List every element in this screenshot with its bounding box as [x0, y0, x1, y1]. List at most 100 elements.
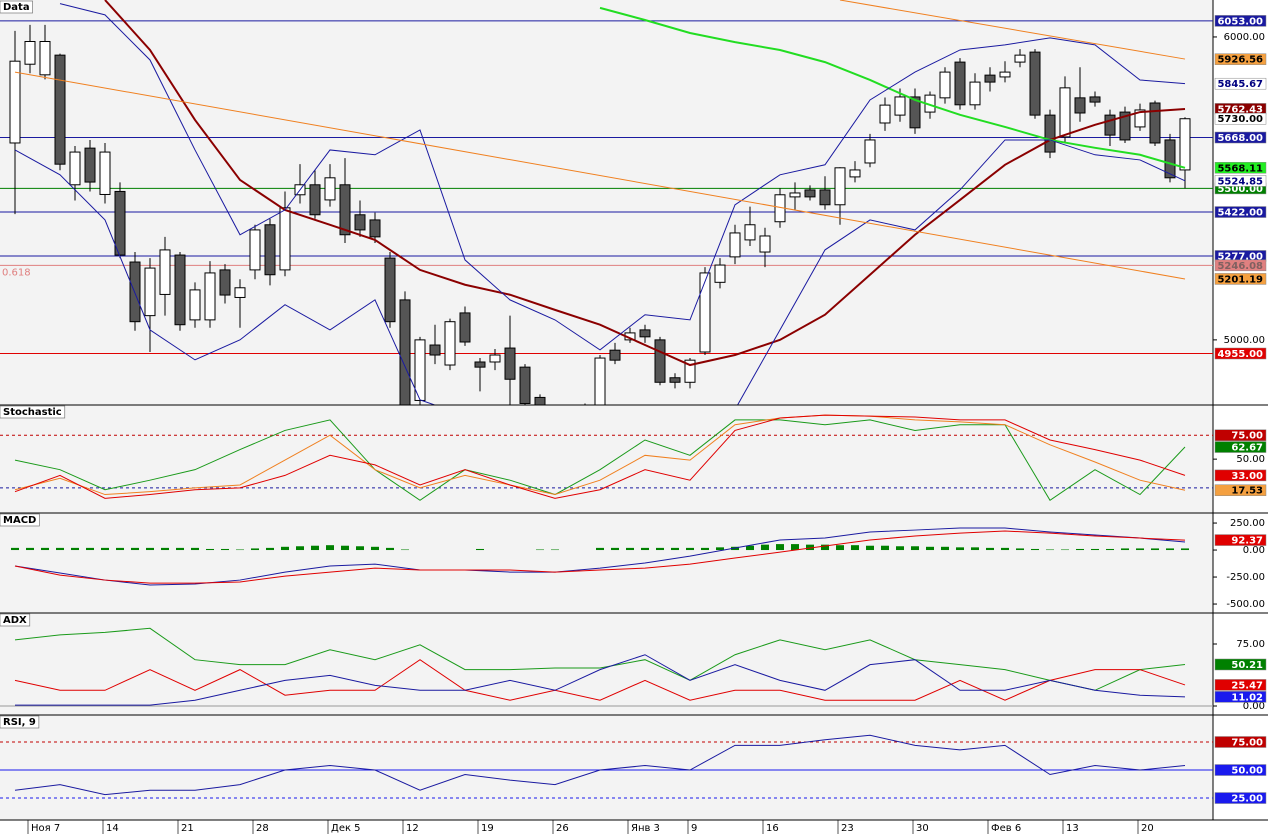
- candle-body: [189, 289, 201, 321]
- price-tag-label: 5422.00: [1217, 208, 1263, 219]
- candle-body: [1089, 96, 1101, 103]
- price-tag: [1214, 131, 1267, 144]
- candle-body: [504, 347, 516, 380]
- histogram-bar: [266, 547, 274, 551]
- panel-title: Stochastic: [3, 407, 62, 418]
- x-tick-label: 20: [1141, 823, 1154, 834]
- price-tag: [1214, 162, 1267, 174]
- candle-body: [909, 96, 921, 129]
- candle-body: [684, 359, 696, 383]
- candle-body: [114, 190, 126, 256]
- price-tag: [1214, 206, 1267, 218]
- candle-body: [1059, 87, 1071, 138]
- panel: [0, 414, 1213, 501]
- histogram-bar: [821, 544, 829, 551]
- price-tag: [1214, 691, 1267, 703]
- candle-body: [399, 299, 411, 405]
- candle-body: [39, 40, 51, 76]
- histogram-bar: [1076, 548, 1084, 551]
- histogram-bar: [656, 547, 664, 551]
- price-tag: [1214, 764, 1267, 776]
- histogram-bar: [56, 547, 64, 551]
- price-tag-label: 25.47: [1231, 680, 1263, 691]
- histogram-bar: [371, 546, 379, 551]
- price-tag: [1214, 792, 1267, 804]
- candle-body: [129, 261, 141, 323]
- histogram-bar: [716, 547, 724, 551]
- histogram-bar: [941, 546, 949, 551]
- candle-body: [219, 269, 231, 296]
- panel-title: Data: [3, 2, 30, 13]
- candle-body: [174, 254, 186, 326]
- price-tag-label: 25.00: [1231, 794, 1263, 805]
- candle-body: [819, 189, 831, 206]
- histogram-bar: [671, 547, 679, 551]
- histogram-bar: [1031, 548, 1039, 551]
- histogram-bar: [356, 546, 364, 551]
- x-tick-label: 19: [481, 823, 494, 834]
- histogram-bar: [1181, 548, 1189, 551]
- histogram-bar: [1121, 548, 1129, 551]
- candle-body: [354, 214, 366, 231]
- candle-body: [654, 339, 666, 383]
- x-tick-label: Янв 3: [631, 823, 660, 834]
- histogram-bar: [836, 545, 844, 551]
- indicator-line: [59, 3, 1186, 351]
- indicator-line: [14, 627, 1186, 691]
- candle-body: [714, 264, 726, 283]
- candle-body: [1014, 54, 1026, 63]
- candle-body: [834, 167, 846, 206]
- candle-body: [1104, 114, 1116, 136]
- axis-background: [0, 820, 1213, 834]
- histogram-bar: [536, 549, 544, 551]
- histogram-bar: [686, 547, 694, 551]
- price-tag-label: 75.00: [1231, 738, 1263, 749]
- histogram-bar: [386, 547, 394, 551]
- histogram-bar: [851, 545, 859, 551]
- y-tick-label: 250.00: [1230, 518, 1265, 529]
- histogram-bar: [626, 547, 634, 551]
- price-tag-label: 5246.08: [1217, 261, 1263, 272]
- candle-body: [1179, 118, 1191, 171]
- histogram-bar: [71, 547, 79, 551]
- price-tag: [1214, 175, 1267, 187]
- x-tick-label: 13: [1066, 823, 1079, 834]
- price-tag-label: 62.67: [1231, 443, 1263, 454]
- candle-body: [639, 329, 651, 338]
- price-tag-label: 50.21: [1231, 660, 1263, 671]
- candle-body: [939, 71, 951, 99]
- price-tag-label: 75.00: [1231, 431, 1263, 442]
- price-tag-label: 5926.56: [1217, 55, 1263, 66]
- histogram-bar: [401, 549, 409, 551]
- candle-body: [144, 267, 156, 317]
- x-tick-label: 26: [556, 823, 569, 834]
- candle-body: [789, 192, 801, 198]
- histogram-bar: [866, 545, 874, 551]
- candle-body: [669, 377, 681, 383]
- candle-body: [849, 169, 861, 178]
- histogram-bar: [1106, 548, 1114, 551]
- candle-body: [309, 184, 321, 216]
- price-tag-label: 5845.67: [1217, 79, 1263, 90]
- histogram-bar: [701, 547, 709, 551]
- panel-title-box: [0, 405, 66, 419]
- plot-background: [0, 0, 1213, 820]
- candle-body: [459, 312, 471, 343]
- histogram-bar: [176, 547, 184, 551]
- candle-body: [1164, 139, 1176, 179]
- candle-body: [84, 147, 96, 183]
- price-tag-label: 5568.11: [1217, 163, 1263, 174]
- histogram-bar: [1136, 548, 1144, 551]
- histogram-bar: [1091, 548, 1099, 551]
- candle-body: [969, 81, 981, 106]
- histogram-bar: [986, 547, 994, 551]
- histogram-bar: [206, 548, 214, 551]
- histogram-bar: [311, 545, 319, 551]
- candle-body: [744, 224, 756, 241]
- indicator-line: [14, 139, 1186, 405]
- candle-body: [429, 344, 441, 356]
- price-tag: [1214, 53, 1267, 65]
- panel-title-box: [0, 0, 33, 14]
- price-tag: [1214, 273, 1267, 285]
- histogram-bar: [236, 549, 244, 551]
